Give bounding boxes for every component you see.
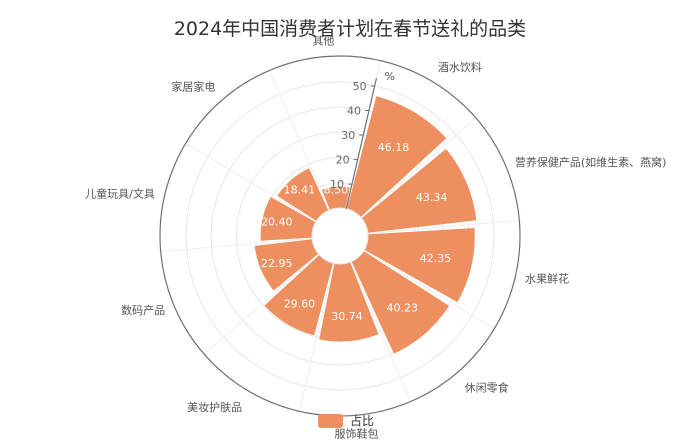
bar-4: [319, 262, 379, 342]
category-label: 数码产品: [121, 303, 165, 317]
grid-spoke: [367, 219, 520, 235]
radius-tick-label: 50: [353, 80, 367, 93]
bar-0: [347, 96, 447, 218]
category-label: 美妆护肤品: [187, 400, 242, 414]
radius-tick-label: 20: [336, 154, 350, 167]
value-label: 40.23: [386, 302, 418, 315]
category-label: 水果鲜花: [525, 272, 569, 286]
radius-tick-label: 40: [347, 105, 361, 118]
value-label: 30.74: [331, 310, 363, 323]
bar-8: [277, 168, 329, 221]
category-label: 儿童玩具/文具: [85, 186, 155, 200]
bar-5: [264, 254, 333, 336]
radius-axis-line: [345, 78, 378, 209]
value-label: 18.41: [284, 183, 316, 196]
bar-6: [254, 239, 319, 291]
value-label: 46.18: [378, 141, 410, 154]
radius-tick-label: 10: [330, 178, 344, 191]
category-label: 其他: [312, 35, 334, 48]
radius-axis-unit: %: [384, 70, 394, 83]
value-label: 42.35: [420, 252, 452, 265]
legend-swatch: [318, 413, 343, 428]
legend[interactable]: 占比: [318, 412, 374, 429]
value-label: 29.60: [284, 298, 316, 311]
category-label: 家居家电: [171, 80, 215, 94]
radius-tick-label: 30: [341, 129, 355, 142]
grid-spoke: [203, 253, 320, 355]
bar-9: [321, 186, 350, 210]
bar-2: [364, 228, 475, 303]
value-label: 20.40: [261, 215, 293, 228]
category-label: 营养保健产品(如维生素、燕窝): [515, 155, 667, 169]
inner-hole: [311, 207, 369, 265]
value-label: 8.50: [324, 183, 349, 196]
grid-spoke: [360, 117, 477, 219]
bar-7: [260, 197, 316, 241]
grid-spoke: [185, 142, 317, 223]
value-label: 22.95: [261, 257, 293, 270]
bar-1: [361, 148, 477, 233]
grid-spoke: [299, 263, 335, 412]
grid-spoke: [350, 261, 411, 402]
category-label: 酒水饮料: [438, 60, 482, 74]
grid-spoke: [160, 237, 313, 253]
legend-label: 占比: [350, 414, 375, 428]
category-label: 休闲零食: [465, 380, 509, 394]
chart-title: 2024年中国消费者计划在春节送礼的品类: [173, 18, 527, 40]
bar-3: [351, 251, 449, 354]
grid-spoke: [363, 249, 495, 330]
category-label: 服饰鞋包: [335, 426, 379, 440]
grid-spoke: [269, 70, 330, 211]
grid-circle: [185, 81, 495, 391]
value-label: 43.34: [416, 191, 448, 204]
